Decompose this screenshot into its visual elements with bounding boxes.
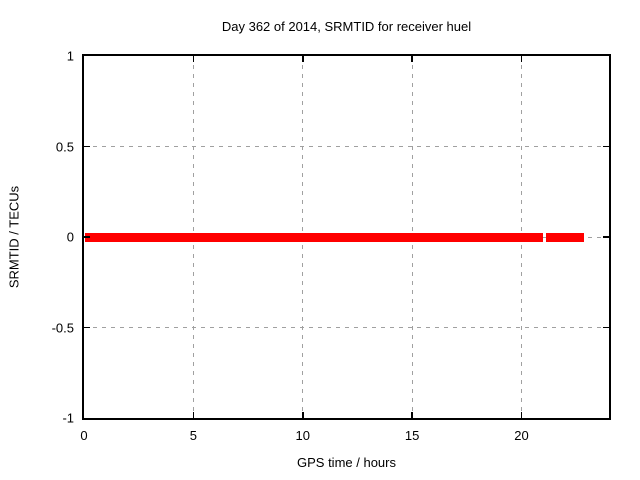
x-tick-label: 10	[295, 428, 310, 443]
y-gridline	[84, 327, 609, 328]
chart-title: Day 362 of 2014, SRMTID for receiver hue…	[221, 19, 472, 34]
x-tick-bottom	[520, 412, 523, 418]
data-segment	[546, 232, 584, 242]
data-segment	[85, 232, 543, 242]
x-tick-bottom	[192, 412, 195, 418]
y-tick-label: 0.5	[55, 139, 74, 154]
x-tick-top	[520, 56, 523, 62]
plot-area: 0 5 10 15 20 1 0.5 0 -0.5 -1	[52, 49, 611, 443]
y-gridline	[84, 146, 609, 147]
y-tick-label: 1	[66, 48, 74, 64]
y-axis-label: SRMTID / TECUs	[6, 185, 22, 289]
x-tick-label: 0	[80, 428, 88, 443]
y-tick-right	[603, 145, 609, 148]
y-tick-right	[603, 236, 609, 238]
x-tick-top	[192, 56, 195, 62]
y-tick-label: 0	[66, 229, 74, 245]
y-tick-left	[84, 326, 90, 329]
x-tick-top	[411, 56, 413, 62]
y-tick-left	[84, 236, 90, 238]
y-tick-label: -0.5	[51, 320, 74, 335]
y-tick-right	[603, 326, 609, 329]
x-tick-label: 5	[189, 428, 197, 443]
y-tick-label: -1	[62, 410, 74, 426]
x-tick-label: 15	[404, 428, 420, 443]
x-tick-top	[302, 56, 304, 62]
x-tick-label: 20	[514, 428, 529, 443]
y-tick-left	[84, 145, 90, 148]
x-axis-label: GPS time / hours	[297, 455, 396, 470]
x-tick-bottom	[411, 412, 413, 418]
x-tick-bottom	[302, 412, 304, 418]
